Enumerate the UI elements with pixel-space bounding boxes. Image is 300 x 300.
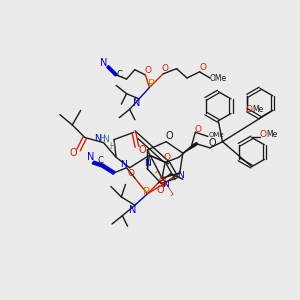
Text: OMe: OMe: [210, 74, 227, 82]
Text: N: N: [102, 135, 109, 144]
Text: O: O: [138, 145, 146, 155]
Text: O: O: [195, 124, 202, 134]
Text: Me: Me: [252, 105, 263, 114]
Text: N: N: [133, 98, 141, 108]
Text: O: O: [162, 64, 169, 73]
Text: O: O: [156, 184, 164, 195]
Text: H: H: [109, 142, 115, 152]
Text: P: P: [148, 79, 155, 89]
Text: O: O: [246, 105, 253, 114]
Text: N: N: [100, 58, 107, 68]
Text: Me: Me: [266, 130, 277, 139]
Text: N: N: [94, 134, 101, 143]
Text: H: H: [100, 134, 105, 143]
Text: N: N: [87, 152, 95, 162]
Text: N: N: [120, 160, 127, 169]
Text: O: O: [158, 176, 166, 185]
Text: O: O: [199, 63, 206, 72]
Text: N: N: [144, 159, 151, 168]
Text: O: O: [164, 153, 171, 162]
Text: O: O: [145, 66, 152, 75]
Text: OMe: OMe: [208, 132, 224, 138]
Text: O: O: [208, 138, 216, 148]
Text: O: O: [166, 131, 173, 141]
Text: N: N: [162, 180, 169, 189]
Text: C: C: [98, 156, 103, 165]
Text: O: O: [70, 148, 77, 158]
Text: C: C: [116, 70, 122, 80]
Text: O: O: [260, 130, 267, 139]
Text: O: O: [127, 169, 134, 178]
Text: N: N: [177, 170, 184, 179]
Text: N: N: [129, 206, 136, 215]
Text: P: P: [143, 187, 150, 197]
